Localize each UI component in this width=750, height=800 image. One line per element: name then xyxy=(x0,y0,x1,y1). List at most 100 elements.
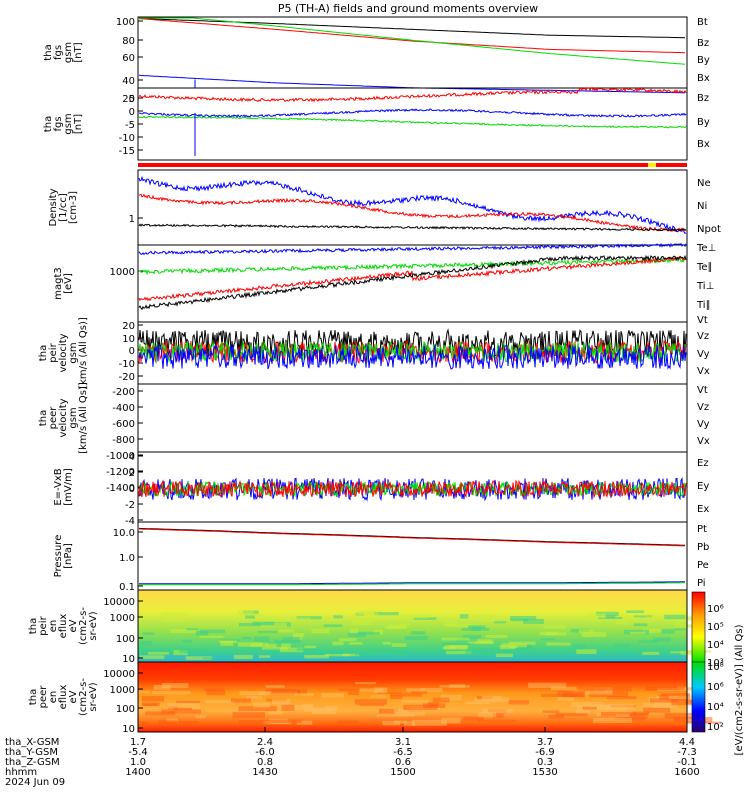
data-traces xyxy=(138,242,687,311)
ion-spectrogram-texture xyxy=(642,628,661,633)
ion-spectrogram-texture xyxy=(349,628,359,634)
ion-spectrogram-texture xyxy=(278,629,294,633)
ion-spectrogram-texture xyxy=(163,617,186,623)
y-tick-label: -800 xyxy=(112,435,135,446)
electron-spectrogram-texture xyxy=(403,721,415,726)
data-traces xyxy=(138,527,686,586)
ion-spectrogram-texture xyxy=(388,624,407,629)
trace-Bt xyxy=(138,18,686,39)
ion-spectrogram-texture xyxy=(342,653,360,657)
y-axis-label-line: eV xyxy=(68,690,79,703)
electron-spectrogram-texture xyxy=(238,706,277,712)
y-tick-label: -2 xyxy=(125,500,135,511)
x-row-value: -5.4 xyxy=(128,747,148,758)
trace-Ne xyxy=(138,193,687,233)
electron-spectrogram-texture xyxy=(252,702,271,708)
y-axis-label: magt3 [eV] xyxy=(53,267,74,300)
ion-spectrogram-texture xyxy=(199,635,224,638)
legend-entry: By xyxy=(697,117,710,128)
electron-spectrogram-texture xyxy=(477,719,517,722)
ion-spectrogram-texture xyxy=(397,615,409,621)
y-axis-label-line: peer xyxy=(38,685,49,709)
ion-spectrogram-texture xyxy=(480,619,496,623)
trace-Vx xyxy=(138,344,687,370)
ion-spectrogram-texture xyxy=(200,629,226,634)
electron-spectrogram-texture xyxy=(542,710,560,713)
trace-Pi xyxy=(139,581,685,585)
electron-spectrogram-texture xyxy=(540,693,578,698)
legend-entry: Ey xyxy=(697,481,709,492)
ion-spectrogram-texture xyxy=(399,623,410,627)
electron-spectrogram-texture xyxy=(138,721,149,727)
data-traces xyxy=(138,477,687,502)
ion-spectrogram-texture xyxy=(257,630,278,634)
legend-entry: Npot xyxy=(697,224,721,235)
electron-spectrogram-texture xyxy=(281,704,295,711)
ion-spectrogram-texture xyxy=(576,649,597,655)
x-row-value: 3.7 xyxy=(537,737,553,748)
ion-spectrogram-texture xyxy=(237,610,254,615)
electron-spectrogram-texture xyxy=(440,694,462,701)
ion-spectrogram-texture xyxy=(442,642,470,646)
colorbar-tick-label: 10⁸ xyxy=(707,662,724,673)
electron-spectrogram-texture xyxy=(441,717,461,724)
legend-entry: Vy xyxy=(697,349,710,360)
ion-spectrogram-texture xyxy=(445,624,470,628)
electron-spectrogram-texture xyxy=(321,692,344,698)
y-axis-label-line: gsm xyxy=(68,342,79,363)
ion-spectrogram-texture xyxy=(139,640,153,646)
ion-spectrogram-texture xyxy=(395,653,405,657)
ion-spectrogram-texture xyxy=(543,624,567,629)
legend-entry: Bz xyxy=(697,93,709,104)
ion-spectrogram-texture xyxy=(615,620,631,625)
x-row-label: tha_Y-GSM xyxy=(5,747,58,758)
colorbar-tick-label: 10⁵ xyxy=(707,622,724,633)
electron-spectrogram-texture xyxy=(267,719,302,724)
y-tick-label: -1400 xyxy=(106,483,135,494)
electron-spectrogram-texture xyxy=(572,690,613,695)
electron-spectrogram-texture xyxy=(650,698,678,703)
electron-spectrogram-texture xyxy=(427,702,439,707)
x-row-value: 0.3 xyxy=(537,757,553,768)
colorbar-label: [eV/(cm2-s-sr-eV)] (All Qs) xyxy=(734,624,745,755)
electron-spectrogram-texture xyxy=(406,688,425,692)
electron-spectrogram-texture xyxy=(664,712,703,719)
electron-spectrogram-texture xyxy=(246,695,263,700)
electron-spectrogram-texture xyxy=(173,707,193,711)
ion-spectrogram-texture xyxy=(374,612,399,616)
y-axis-label-line: en xyxy=(48,620,59,633)
electron-spectrogram-texture xyxy=(178,720,198,726)
ion-spectrogram-texture xyxy=(304,654,330,659)
electron-spectrogram-texture xyxy=(382,720,401,726)
panel-frame xyxy=(137,661,688,733)
y-axis-label-line: sr-eV) xyxy=(88,611,99,640)
legend-entry: Pe xyxy=(697,560,709,571)
ion-spectrogram-texture xyxy=(468,625,486,629)
electron-spectrogram-texture xyxy=(271,689,308,694)
x-row-value: 1400 xyxy=(125,767,150,778)
electron-spectrogram-texture xyxy=(239,691,270,696)
panel-temperature: 1000 magt3 [eV] Te⊥ Te∥ Ti⊥ Ti∥ xyxy=(53,242,716,323)
data-traces xyxy=(138,86,687,156)
ion-spectrogram-texture xyxy=(644,616,659,619)
electron-spectrogram-texture xyxy=(161,709,202,714)
ion-spectrogram-texture xyxy=(463,634,482,639)
ion-spectrogram-texture xyxy=(493,621,507,624)
ion-spectrogram-texture xyxy=(355,612,379,616)
y-axis-label: tha peir velocity gsm [km/s (All Qs)] xyxy=(38,317,89,389)
electron-spectrogram-texture xyxy=(302,703,314,708)
ion-spectrogram-texture xyxy=(161,612,187,617)
colorbar-tick-label: 10⁴ xyxy=(707,702,724,713)
y-tick-label: 60 xyxy=(122,53,135,64)
ion-spectrogram-texture xyxy=(169,629,198,633)
electron-spectrogram-texture xyxy=(176,700,200,704)
y-tick-label: 20 xyxy=(122,94,135,105)
ion-spectrogram-texture xyxy=(445,650,472,655)
y-axis-label-line: Pressure xyxy=(53,535,64,578)
ion-spectrogram-texture xyxy=(670,651,685,654)
electron-spectrogram-texture xyxy=(571,702,605,707)
ion-spectrogram-texture xyxy=(633,623,648,627)
x-axis-labels: tha_X-GSM 1.7 2.4 3.1 3.7 4.4 tha_Y-GSM -5.4 -6.… xyxy=(5,727,700,788)
y-axis-label-line: (cm2-s- xyxy=(78,678,89,716)
y-axis-label-line: tha xyxy=(43,44,54,60)
